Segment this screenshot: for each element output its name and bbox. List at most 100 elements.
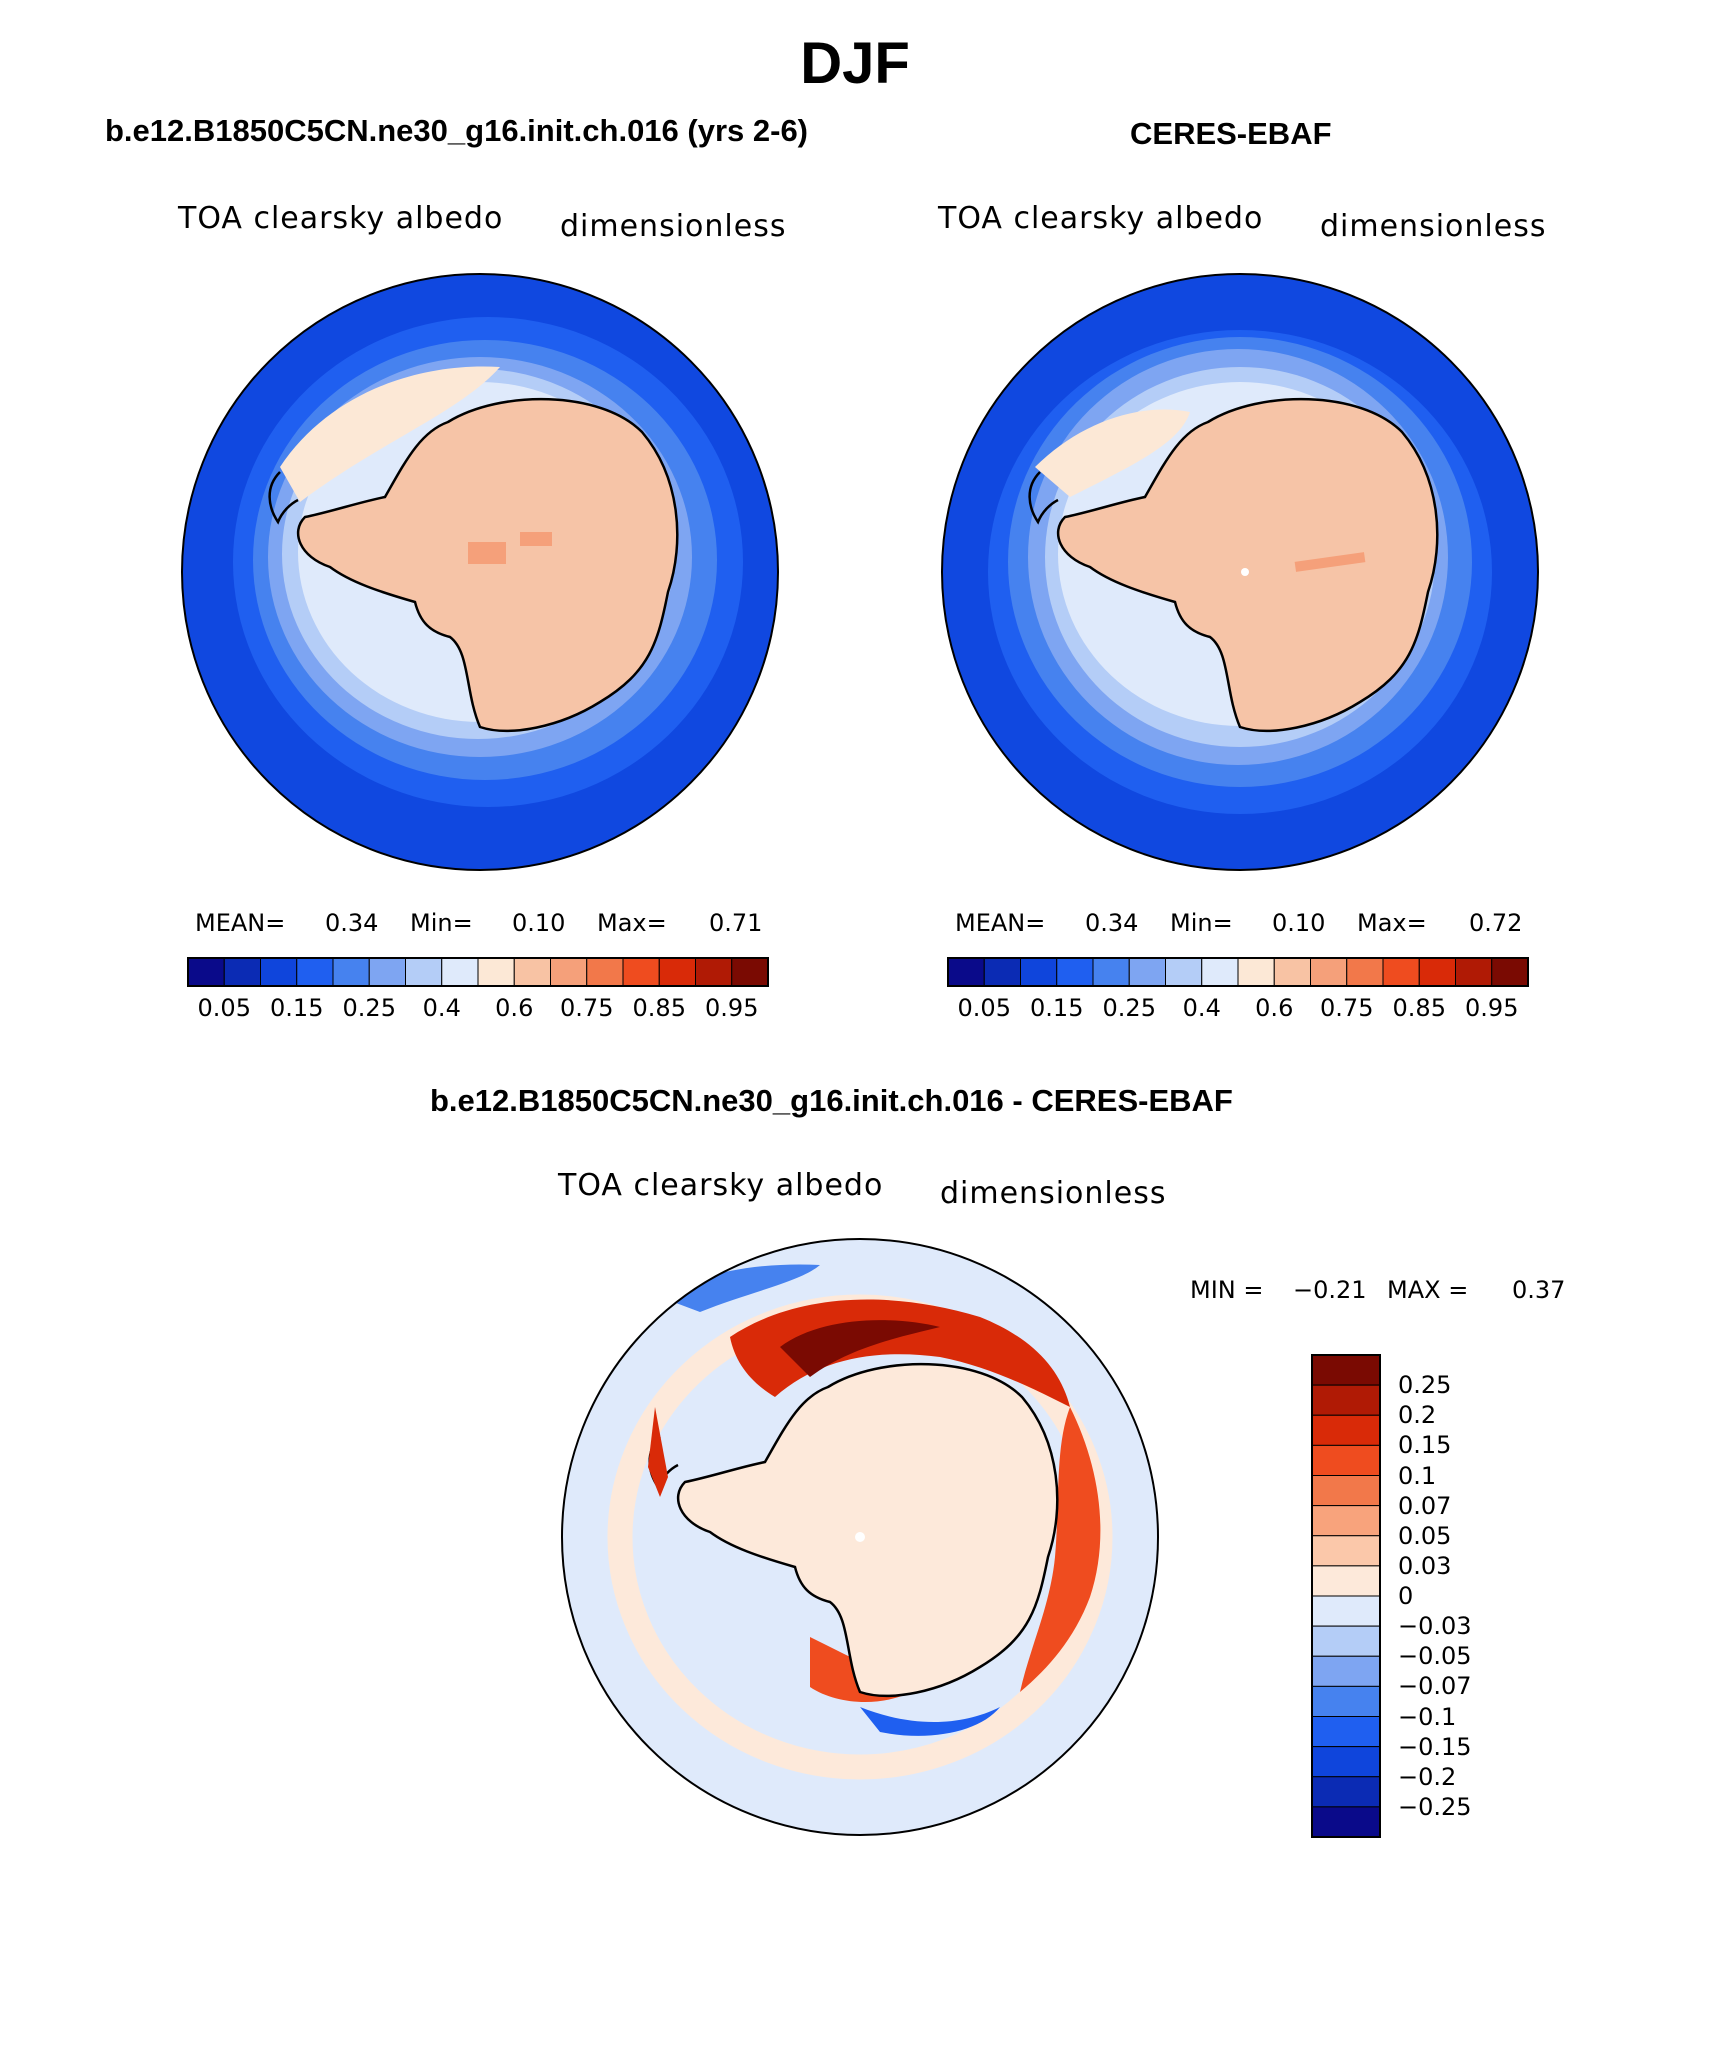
panel-obs-max-label: Max= (1357, 909, 1427, 937)
colorbar-tick-label: 0.05 (957, 994, 1011, 1022)
albedo-patch (1294, 552, 1366, 572)
colorbar-cell (1311, 1414, 1381, 1446)
positive-anomaly (648, 1407, 668, 1497)
colorbar-tick-label: −0.07 (1398, 1672, 1472, 1701)
peninsula-coast (1028, 471, 1059, 525)
panel-model-map (181, 273, 779, 871)
colorbar-cell (1311, 1595, 1381, 1627)
negative-anomaly (660, 1264, 820, 1312)
colorbar-tick-label: 0 (1398, 1582, 1414, 1610)
panel-diff-variable: TOA clearsky albedo (558, 1168, 884, 1203)
colorbar-tick-label: 0.95 (1465, 994, 1519, 1022)
colorbar-cell (296, 957, 334, 987)
colorbar-tick-label: 0.6 (495, 994, 534, 1022)
panel-model-max-label: Max= (597, 909, 667, 937)
colorbar-cell (1092, 957, 1130, 987)
colorbar-tick-label: −0.03 (1398, 1612, 1472, 1641)
positive-anomaly (730, 1299, 1070, 1407)
colorbar-cell (1310, 957, 1348, 987)
panel-obs-mean-label: MEAN= (955, 909, 1046, 937)
antarctica-land (1056, 397, 1439, 733)
colorbar-cell (1201, 957, 1239, 987)
colorbar-cell (1311, 1354, 1381, 1386)
panel-diff-min: −0.21 (1293, 1276, 1367, 1304)
panel-diff-max: 0.37 (1512, 1276, 1566, 1304)
colorbar-cell (260, 957, 298, 987)
panel-diff-units: dimensionless (940, 1176, 1167, 1211)
panel-model-min: 0.10 (512, 909, 566, 937)
colorbar-cell (513, 957, 551, 987)
colorbar-cell (405, 957, 443, 987)
panel-model-title: b.e12.B1850C5CN.ne30_g16.init.ch.016 (yr… (105, 113, 809, 148)
panel-model-units: dimensionless (560, 209, 787, 244)
colorbar-cell (223, 957, 261, 987)
colorbar-cell (658, 957, 696, 987)
colorbar-tick-label: 0.15 (1030, 994, 1084, 1022)
contour-band (1035, 409, 1190, 497)
colorbar-tick-label: −0.2 (1398, 1762, 1457, 1791)
colorbar-cell (1311, 1806, 1381, 1838)
panel-obs-map (941, 273, 1539, 871)
colorbar-cell (1311, 1505, 1381, 1537)
colorbar-tick-label: −0.15 (1398, 1732, 1472, 1761)
colorbar-tick-label: 0.05 (197, 994, 251, 1022)
colorbar-cell (368, 957, 406, 987)
panel-obs-units: dimensionless (1320, 209, 1547, 244)
colorbar-cell (1311, 1655, 1381, 1687)
colorbar-tick-label: 0.07 (1398, 1491, 1452, 1520)
map-boundary (941, 273, 1539, 871)
colorbar-tick-label: 0.85 (1392, 994, 1446, 1022)
map-boundary (181, 273, 779, 871)
colorbar-tick-label: −0.1 (1398, 1702, 1457, 1731)
colorbar-tick-label: −0.05 (1398, 1642, 1472, 1671)
colorbar-frame (947, 957, 1529, 987)
colorbar-tick-label: 0.25 (1398, 1371, 1452, 1400)
colorbar-tick-label: 0.95 (705, 994, 759, 1022)
colorbar-frame (187, 957, 769, 987)
panel-obs-min-label: Min= (1170, 909, 1233, 937)
albedo-patch (520, 532, 552, 546)
positive-anomaly (780, 1320, 940, 1377)
colorbar-cell (1311, 1475, 1381, 1507)
panel-diff-map (561, 1238, 1159, 1836)
colorbar-cell (622, 957, 660, 987)
colorbar-cell (1311, 1685, 1381, 1717)
colorbar-cell (1311, 1716, 1381, 1748)
panel-obs-mean: 0.34 (1085, 909, 1139, 937)
colorbar-cell (1311, 1384, 1381, 1416)
panel-diff-max-label: MAX = (1387, 1276, 1469, 1304)
panel-model-mean: 0.34 (325, 909, 379, 937)
colorbar-cell (1237, 957, 1275, 987)
colorbar-cell (1311, 1625, 1381, 1657)
colorbar-cell (1311, 1444, 1381, 1476)
colorbar-tick-label: −0.25 (1398, 1792, 1472, 1821)
colorbar-tick-label: 0.6 (1255, 994, 1294, 1022)
peninsula-coast (268, 471, 299, 525)
colorbar-frame (1311, 1354, 1381, 1838)
colorbar-cell (550, 957, 588, 987)
pole-point (855, 1532, 865, 1542)
figure-title: DJF (800, 31, 910, 96)
panel-model-min-label: Min= (410, 909, 473, 937)
panel-obs-title: CERES-EBAF (1130, 116, 1332, 151)
colorbar-tick-label: 0.25 (1102, 994, 1156, 1022)
colorbar-cell (1311, 1535, 1381, 1567)
colorbar-tick-label: 0.15 (1398, 1431, 1452, 1460)
colorbar-tick-label: 0.4 (422, 994, 461, 1022)
colorbar-tick-label: 0.75 (560, 994, 614, 1022)
positive-anomaly (1020, 1407, 1101, 1692)
colorbar-cell (1311, 1776, 1381, 1808)
colorbar-tick-label: 0.03 (1398, 1551, 1452, 1580)
albedo-point (1241, 568, 1249, 576)
albedo-patch (468, 542, 506, 564)
antarctica-land (676, 1362, 1059, 1698)
colorbar-tick-label: 0.25 (342, 994, 396, 1022)
colorbar-cell (1056, 957, 1094, 987)
panel-model-variable: TOA clearsky albedo (178, 201, 504, 236)
panel-obs-min: 0.10 (1272, 909, 1326, 937)
colorbar-tick-label: 0.85 (632, 994, 686, 1022)
contour-band (280, 366, 500, 502)
